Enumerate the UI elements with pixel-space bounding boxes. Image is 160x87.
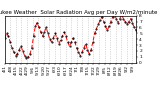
Title: Milwaukee Weather  Solar Radiation Avg per Day W/m2/minute: Milwaukee Weather Solar Radiation Avg pe… [0,10,158,15]
